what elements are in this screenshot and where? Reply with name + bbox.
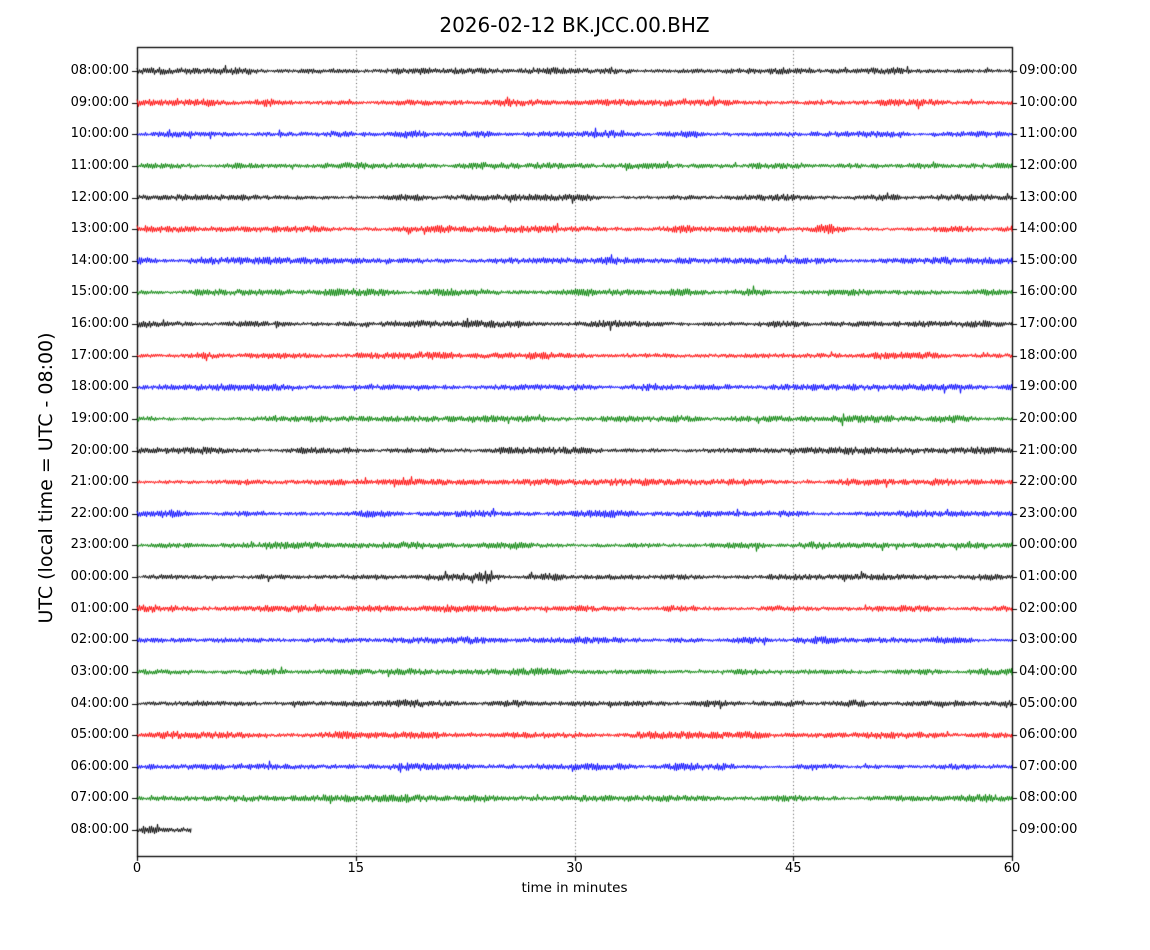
utc-start-label: 05:00:00 bbox=[70, 727, 129, 743]
utc-end-label: 13:00:00 bbox=[1019, 189, 1078, 205]
utc-start-label: 19:00:00 bbox=[70, 410, 129, 426]
utc-end-label: 00:00:00 bbox=[1019, 537, 1078, 553]
utc-start-label: 01:00:00 bbox=[70, 600, 129, 616]
utc-end-label: 16:00:00 bbox=[1019, 284, 1078, 300]
utc-start-label: 10:00:00 bbox=[70, 126, 129, 142]
utc-end-label: 10:00:00 bbox=[1019, 94, 1078, 110]
utc-end-label: 15:00:00 bbox=[1019, 252, 1078, 268]
utc-start-label: 18:00:00 bbox=[70, 379, 129, 395]
utc-end-label: 18:00:00 bbox=[1019, 347, 1078, 363]
x-tick-label: 60 bbox=[1003, 861, 1021, 876]
utc-start-label: 02:00:00 bbox=[70, 632, 129, 648]
utc-end-label: 06:00:00 bbox=[1019, 727, 1078, 743]
utc-end-label: 12:00:00 bbox=[1019, 157, 1078, 173]
utc-end-label: 03:00:00 bbox=[1019, 632, 1078, 648]
utc-start-label: 15:00:00 bbox=[70, 284, 129, 300]
utc-start-label: 20:00:00 bbox=[70, 442, 129, 458]
utc-end-label: 14:00:00 bbox=[1019, 221, 1078, 237]
utc-end-label: 20:00:00 bbox=[1019, 410, 1078, 426]
utc-start-label: 22:00:00 bbox=[70, 505, 129, 521]
utc-end-label: 09:00:00 bbox=[1019, 63, 1078, 78]
x-tick-label: 15 bbox=[347, 861, 365, 876]
utc-start-label: 09:00:00 bbox=[70, 94, 129, 110]
utc-start-label: 04:00:00 bbox=[70, 695, 129, 711]
x-tick-label: 45 bbox=[784, 861, 802, 876]
utc-start-label: 03:00:00 bbox=[70, 663, 129, 679]
x-tick-label: 0 bbox=[132, 861, 142, 876]
utc-start-label: 11:00:00 bbox=[70, 157, 129, 173]
chart-title: 2026-02-12 BK.JCC.00.BHZ bbox=[439, 13, 710, 37]
utc-start-label: 08:00:00 bbox=[70, 822, 129, 837]
utc-start-label: 00:00:00 bbox=[70, 569, 129, 584]
utc-end-label: 22:00:00 bbox=[1019, 474, 1078, 490]
utc-end-label: 07:00:00 bbox=[1019, 758, 1078, 774]
utc-end-label: 08:00:00 bbox=[1019, 790, 1078, 806]
utc-end-label: 04:00:00 bbox=[1019, 663, 1078, 679]
utc-start-label: 08:00:00 bbox=[70, 63, 129, 78]
utc-end-label: 23:00:00 bbox=[1019, 505, 1078, 521]
utc-start-label: 12:00:00 bbox=[70, 189, 129, 205]
utc-end-label: 11:00:00 bbox=[1019, 126, 1078, 142]
utc-end-label: 02:00:00 bbox=[1019, 600, 1078, 616]
utc-start-label: 23:00:00 bbox=[70, 537, 129, 553]
utc-end-label: 05:00:00 bbox=[1019, 695, 1078, 711]
utc-start-label: 21:00:00 bbox=[70, 474, 129, 490]
utc-start-label: 13:00:00 bbox=[70, 221, 129, 237]
utc-start-label: 16:00:00 bbox=[70, 316, 129, 331]
utc-start-label: 17:00:00 bbox=[70, 347, 129, 363]
utc-end-label: 01:00:00 bbox=[1019, 569, 1078, 584]
utc-end-label: 21:00:00 bbox=[1019, 442, 1078, 458]
x-axis-label: time in minutes bbox=[521, 880, 628, 896]
utc-start-label: 06:00:00 bbox=[70, 758, 129, 774]
utc-end-label: 09:00:00 bbox=[1019, 822, 1078, 837]
utc-start-label: 07:00:00 bbox=[70, 790, 129, 806]
utc-end-label: 17:00:00 bbox=[1019, 316, 1078, 331]
utc-start-label: 14:00:00 bbox=[70, 252, 129, 268]
x-tick-label: 30 bbox=[566, 861, 583, 876]
utc-end-label: 19:00:00 bbox=[1019, 379, 1078, 395]
